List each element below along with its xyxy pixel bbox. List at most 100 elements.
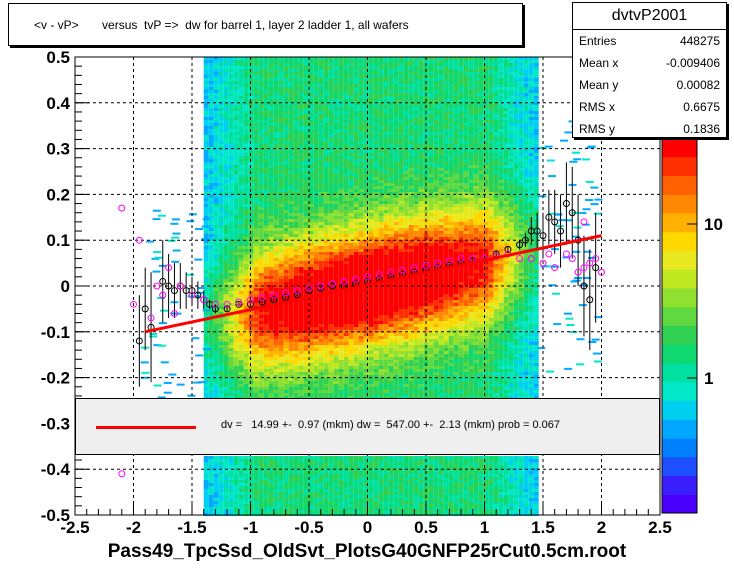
heat-cell — [258, 72, 264, 75]
heat-cell — [363, 381, 369, 384]
heat-cell — [388, 168, 394, 171]
heat-cell — [203, 306, 209, 309]
heat-cell — [338, 333, 344, 336]
heat-cell — [273, 99, 279, 102]
heat-cell — [283, 126, 289, 129]
heat-cell — [233, 471, 239, 474]
heat-cell — [253, 201, 259, 204]
heat-cell — [293, 195, 299, 198]
heat-cell — [203, 498, 209, 501]
heat-cell — [338, 102, 344, 105]
heat-cell — [278, 207, 284, 210]
heat-cell — [368, 372, 374, 375]
heat-cell — [258, 246, 264, 249]
heat-cell — [348, 243, 354, 246]
heat-cell — [348, 327, 354, 330]
heat-cell — [258, 90, 264, 93]
heat-cell — [228, 501, 234, 504]
heat-cell — [223, 81, 229, 84]
heat-cell — [343, 471, 349, 474]
heat-cell — [373, 312, 379, 315]
heat-cell — [303, 105, 309, 108]
heat-cell — [283, 327, 289, 330]
heat-cell — [293, 234, 299, 237]
heat-cell — [298, 174, 304, 177]
heat-cell — [223, 72, 229, 75]
heat-cell — [303, 81, 309, 84]
heat-cell — [348, 162, 354, 165]
heat-cell — [338, 111, 344, 114]
heat-cell — [343, 318, 349, 321]
heat-cell — [288, 465, 294, 468]
heat-cell — [263, 117, 269, 120]
heat-cell — [283, 228, 289, 231]
heat-cell — [293, 498, 299, 501]
heat-cell — [253, 372, 259, 375]
heat-cell — [303, 378, 309, 381]
heat-cell — [318, 345, 324, 348]
heat-cell — [238, 90, 244, 93]
heat-cell — [378, 339, 384, 342]
heat-cell — [373, 78, 379, 81]
heat-cell — [213, 252, 219, 255]
heat-cell — [363, 96, 369, 99]
heat-cell — [368, 345, 374, 348]
heat-cell — [313, 291, 319, 294]
heat-cell — [263, 315, 269, 318]
heat-cell — [373, 252, 379, 255]
heat-cell — [333, 288, 339, 291]
heat-cell — [363, 489, 369, 492]
heat-cell — [243, 84, 249, 87]
heat-cell — [213, 504, 219, 507]
heat-cell — [258, 318, 264, 321]
heat-cell — [253, 375, 259, 378]
heat-cell — [288, 351, 294, 354]
heat-cell — [263, 204, 269, 207]
heat-cell — [378, 390, 384, 393]
heat-cell — [213, 219, 219, 222]
heat-cell — [268, 372, 274, 375]
heat-cell — [378, 111, 384, 114]
heat-cell — [298, 60, 304, 63]
heat-cell — [333, 366, 339, 369]
heat-cell — [218, 195, 224, 198]
heat-cell — [223, 336, 229, 339]
heat-cell — [243, 285, 249, 288]
heat-cell — [378, 168, 384, 171]
heat-cell — [303, 318, 309, 321]
heat-cell — [318, 141, 324, 144]
heat-cell — [258, 369, 264, 372]
heat-cell — [218, 282, 224, 285]
heat-cell — [288, 255, 294, 258]
heat-cell — [228, 93, 234, 96]
heat-cell — [373, 324, 379, 327]
heat-cell — [253, 387, 259, 390]
heat-cell — [368, 369, 374, 372]
heat-cell — [318, 321, 324, 324]
heat-cell — [348, 231, 354, 234]
heat-cell — [233, 267, 239, 270]
heat-cell — [223, 216, 229, 219]
heat-cell — [273, 138, 279, 141]
heat-cell — [358, 279, 364, 282]
heat-cell — [323, 348, 329, 351]
heat-cell — [248, 195, 254, 198]
heat-cell — [383, 93, 389, 96]
heat-cell — [303, 327, 309, 330]
heat-cell — [383, 63, 389, 66]
heat-cell — [233, 168, 239, 171]
heat-cell — [383, 69, 389, 72]
heat-cell — [238, 267, 244, 270]
heat-cell — [388, 117, 394, 120]
heat-cell — [338, 507, 344, 510]
heat-cell — [358, 306, 364, 309]
heat-cell — [318, 483, 324, 486]
heat-cell — [368, 183, 374, 186]
heat-cell — [313, 393, 319, 396]
heat-cell — [213, 168, 219, 171]
heat-cell — [303, 282, 309, 285]
heat-cell — [208, 384, 214, 387]
heat-cell — [208, 129, 214, 132]
heat-cell — [293, 261, 299, 264]
heat-cell — [333, 240, 339, 243]
